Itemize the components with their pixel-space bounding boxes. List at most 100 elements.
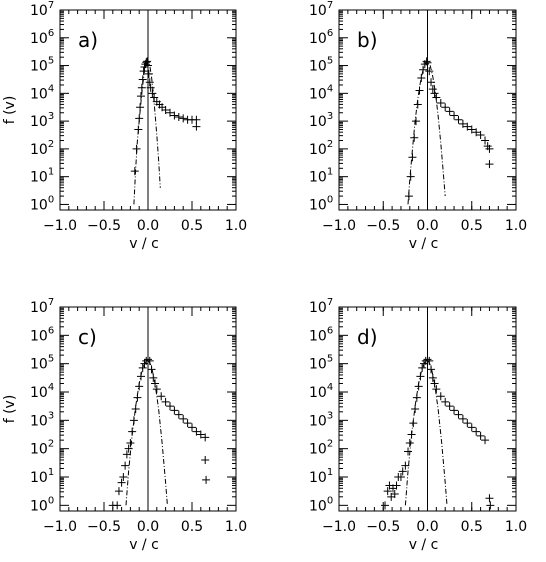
data-point <box>196 430 205 439</box>
data-point <box>179 114 188 123</box>
y-tick-label: 101 <box>309 467 333 486</box>
maxwellian-curve <box>125 358 168 506</box>
data-point <box>130 167 139 176</box>
data-point <box>201 433 210 442</box>
data-point <box>450 406 459 415</box>
y-tick-label: 102 <box>309 139 333 158</box>
chart-panel-2: −1.0 −0.5 0.0 0.5 1.0 100 101 102 103 104 105 106 10… <box>309 0 527 252</box>
y-tick-label: 107 <box>309 297 333 316</box>
data-point <box>122 450 131 459</box>
y-tick-label: 105 <box>30 354 54 373</box>
data-point <box>161 106 170 114</box>
data-point <box>430 89 439 98</box>
data-point <box>192 115 201 124</box>
y-tick-label: 106 <box>30 28 54 47</box>
y-tick-label: 104 <box>309 382 333 401</box>
y-tick-label: 101 <box>30 467 54 486</box>
maxwellian-curve <box>133 60 161 205</box>
data-point <box>174 410 183 419</box>
data-point <box>472 128 481 137</box>
y-tick-label: 104 <box>30 382 54 401</box>
x-axis-label: v / c <box>129 537 159 553</box>
data-point <box>410 133 419 142</box>
x-axis-label: v / c <box>409 537 439 553</box>
x-tick-label: −0.5 <box>366 519 400 535</box>
x-tick-label: −0.5 <box>87 519 121 535</box>
x-tick-label: −0.5 <box>87 218 121 234</box>
data-point <box>436 99 445 108</box>
data-point <box>432 385 441 394</box>
data-point <box>381 501 390 510</box>
data-point <box>152 385 161 394</box>
data-point <box>149 373 158 382</box>
y-tick-label: 103 <box>309 111 333 130</box>
x-tick-label: −0.5 <box>366 218 400 234</box>
y-tick-label: 105 <box>309 354 333 373</box>
chart-panel-3: −1.0 −0.5 0.0 0.5 1.0 100 101 102 103 104 105 106 10… <box>2 297 247 553</box>
data-point <box>121 461 130 470</box>
chart-panel-4: −1.0 −0.5 0.0 0.5 1.0 100 101 102 103 104 105 106 10… <box>309 297 527 553</box>
data-point <box>458 119 467 128</box>
data-point <box>428 85 437 94</box>
x-tick-label: −1.0 <box>322 218 356 234</box>
data-point <box>136 92 145 101</box>
data-point <box>144 355 152 364</box>
y-axis-label: f (v) <box>2 96 18 125</box>
data-point <box>139 67 148 76</box>
data-point <box>166 108 174 117</box>
y-tick-label: 107 <box>30 297 54 316</box>
data-point <box>179 414 188 423</box>
data-point <box>166 402 174 411</box>
x-tick-label: 0.5 <box>461 519 483 535</box>
y-tick-label: 107 <box>30 0 54 19</box>
y-tick-label: 102 <box>30 139 54 158</box>
y-tick-label: 106 <box>309 325 333 344</box>
data-point <box>454 115 463 124</box>
y-tick-label: 102 <box>30 439 54 458</box>
x-tick-label: 0.5 <box>181 218 203 234</box>
data-point <box>392 481 401 490</box>
data-point <box>411 117 420 126</box>
data-point <box>157 392 166 401</box>
y-tick-label: 106 <box>309 28 333 47</box>
data-point <box>467 125 476 134</box>
data-point <box>148 89 157 98</box>
data-point <box>114 487 123 496</box>
data-point <box>201 456 210 464</box>
y-tick-label: 103 <box>309 410 333 429</box>
data-point <box>423 58 432 67</box>
data-point <box>467 423 476 432</box>
y-tick-label: 101 <box>309 167 333 186</box>
data-point <box>396 473 405 481</box>
y-tick-label: 103 <box>30 111 54 130</box>
data-point <box>450 111 459 120</box>
x-tick-label: 1.0 <box>505 519 527 535</box>
data-point <box>170 406 179 415</box>
x-tick-label: −1.0 <box>322 519 356 535</box>
data-point <box>485 160 494 169</box>
y-tick-label: 104 <box>30 83 54 102</box>
y-tick-label: 100 <box>309 495 333 514</box>
y-tick-label: 106 <box>30 325 54 344</box>
panel-label: a) <box>78 28 98 52</box>
data-point <box>476 431 485 440</box>
data-point <box>427 365 436 374</box>
y-tick-label: 107 <box>309 0 333 19</box>
y-tick-label: 105 <box>309 56 333 75</box>
data-point <box>192 122 201 131</box>
x-tick-label: 0.0 <box>137 218 159 234</box>
x-tick-label: 0.5 <box>181 519 203 535</box>
x-tick-label: 0.5 <box>461 218 483 234</box>
data-point <box>124 444 133 453</box>
data-point <box>445 402 454 411</box>
data-point <box>390 490 399 498</box>
data-point <box>441 397 450 406</box>
data-point <box>463 122 472 131</box>
data-point <box>485 144 494 153</box>
data-point <box>192 427 201 436</box>
y-axis-label: f (v) <box>2 395 18 424</box>
data-point <box>138 363 147 372</box>
data-point <box>458 414 467 423</box>
data-point <box>147 365 156 374</box>
